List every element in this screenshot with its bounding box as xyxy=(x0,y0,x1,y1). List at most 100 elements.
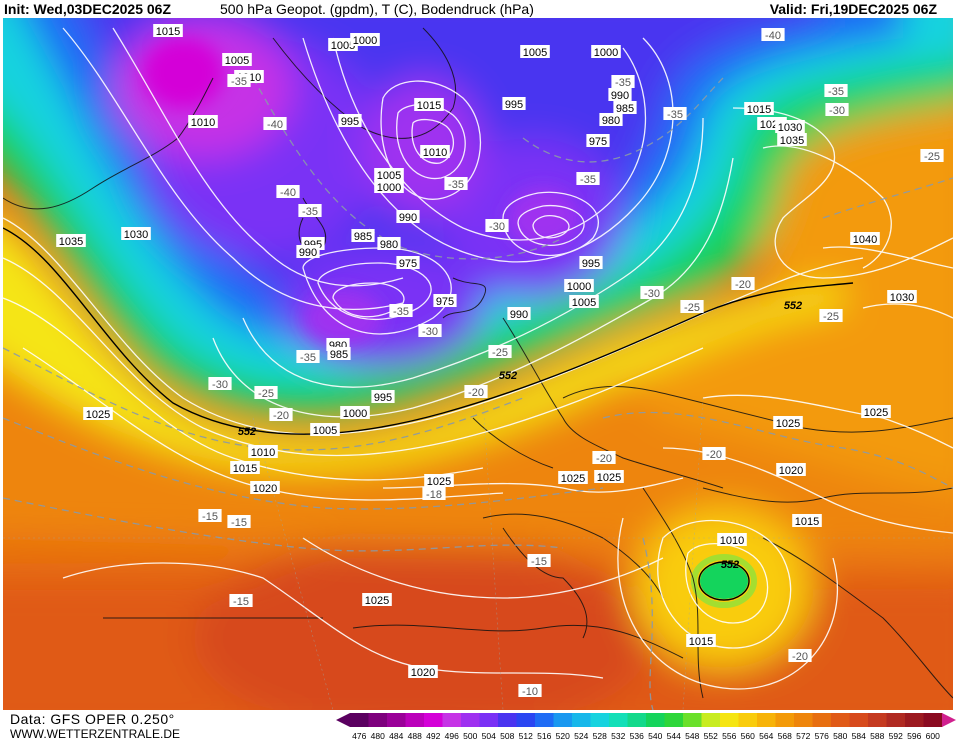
colorbar-swatch xyxy=(350,713,369,727)
isobar-label: 975 xyxy=(396,256,420,270)
isobar-label: 1035 xyxy=(777,133,807,147)
isobar-label-text: 975 xyxy=(436,296,454,308)
isobar-label-text: 1000 xyxy=(377,182,401,194)
geopotential-labels: 552 552 552 552 xyxy=(238,300,802,571)
isobar-label-text: 1030 xyxy=(890,292,914,304)
geopotential-label-text: 552 xyxy=(499,370,517,382)
isobar-label: 1025 xyxy=(594,470,624,484)
temperature-label: -35 xyxy=(824,84,848,98)
colorbar-swatch xyxy=(646,713,665,727)
temperature-label: -30 xyxy=(418,324,442,338)
temperature-label: -35 xyxy=(296,350,320,364)
colorbar-tick-label: 496 xyxy=(445,731,459,741)
header-bar: Init: Wed,03DEC2025 06Z 500 hPa Geopot. … xyxy=(0,0,959,18)
isobar-label-text: 1025 xyxy=(365,595,389,607)
colorbar-min-arrow xyxy=(336,713,350,727)
isobar-label: 990 xyxy=(608,88,632,102)
isobar-label-text: 1030 xyxy=(778,122,802,134)
colorbar-swatch xyxy=(683,713,702,727)
isobar-label: 1005 xyxy=(374,168,404,182)
colorbar-swatch xyxy=(923,713,943,727)
temperature-label-text: -40 xyxy=(765,30,781,42)
colorbar-swatch xyxy=(535,713,554,727)
isobar-label: 1005 xyxy=(310,423,340,437)
isobar-label: 990 xyxy=(396,210,420,224)
temperature-label: -10 xyxy=(518,684,542,698)
isobar-label: 990 xyxy=(507,307,531,321)
colorbar-swatch xyxy=(516,713,536,727)
colorbar-swatch xyxy=(738,713,758,727)
isobar-label: 985 xyxy=(613,101,637,115)
colorbar-swatch xyxy=(794,713,813,727)
isobar-label-text: 1025 xyxy=(776,418,800,430)
isobar-label-text: 1005 xyxy=(331,40,355,52)
isobar-label: 1010 xyxy=(248,445,278,459)
isobar-label: 1025 xyxy=(558,471,588,485)
temperature-label: -20 xyxy=(464,385,488,399)
isobar-label-text: 990 xyxy=(611,90,629,102)
temperature-label: -40 xyxy=(761,28,785,42)
colorbar-tick-label: 484 xyxy=(389,731,403,741)
grid-lines xyxy=(3,397,953,710)
isobar-label-text: 1015 xyxy=(747,104,771,116)
temperature-label: -35 xyxy=(663,107,687,121)
isobar-label: 1015 xyxy=(686,634,716,648)
isobar-label: 1010 xyxy=(188,115,218,129)
temperature-label: -35 xyxy=(444,177,468,191)
temperature-label: -30 xyxy=(208,377,232,391)
colorbar-tick-label: 556 xyxy=(722,731,736,741)
isobar-label-text: 1015 xyxy=(233,463,257,475)
geopotential-label: 552 xyxy=(721,559,739,571)
temperature-label: -40 xyxy=(263,117,287,131)
colorbar-swatch xyxy=(461,713,480,727)
map-title: 500 hPa Geopot. (gpdm), T (C), Bodendruc… xyxy=(220,1,534,17)
geopotential-label: 552 xyxy=(784,300,802,312)
data-source: Data: GFS OPER 0.250° xyxy=(10,711,175,727)
colorbar-tick-label: 600 xyxy=(926,731,940,741)
colorbar-tick-label: 536 xyxy=(630,731,644,741)
temperature-label-text: -40 xyxy=(267,119,283,131)
temperature-label-text: -35 xyxy=(300,352,316,364)
isobar-label: 975 xyxy=(433,294,457,308)
colorbar-tick-label: 528 xyxy=(593,731,607,741)
temperature-label-text: -15 xyxy=(531,556,547,568)
temperature-label-text: -25 xyxy=(492,347,508,359)
isobar-label-text: 1005 xyxy=(523,47,547,59)
isobar-label: 1030 xyxy=(775,120,805,134)
isobar-label: 1020 xyxy=(408,665,438,679)
temperature-label: -20 xyxy=(269,408,293,422)
isobar-label-text: 990 xyxy=(399,212,417,224)
geopotential-field xyxy=(3,18,953,710)
isobar-label: 980 xyxy=(599,113,623,127)
colorbar-max-arrow xyxy=(942,713,956,727)
colorbar-tick-label: 504 xyxy=(482,731,496,741)
colorbar-tick-label: 544 xyxy=(667,731,681,741)
isobar-label-text: 1030 xyxy=(124,229,148,241)
isobar-label-text: 995 xyxy=(582,258,600,270)
isobar-label: 1025 xyxy=(424,474,454,488)
temperature-label-text: -15 xyxy=(233,596,249,608)
isobar-label-text: 1025 xyxy=(597,472,621,484)
colorbar-swatch xyxy=(627,713,647,727)
temperature-label-text: -30 xyxy=(212,379,228,391)
temperature-label: -15 xyxy=(227,515,251,529)
colorbar-swatch xyxy=(368,713,388,727)
temperature-label-text: -20 xyxy=(596,453,612,465)
temperature-label-text: -40 xyxy=(280,187,296,199)
isobar-label-text: 1000 xyxy=(353,35,377,47)
isobar-label: 975 xyxy=(586,134,610,148)
colorbar-swatch xyxy=(572,713,591,727)
isobar-label: 980 xyxy=(377,237,401,251)
valid-time: Valid: Fri,19DEC2025 06Z xyxy=(769,1,937,17)
temperature-label: -20 xyxy=(731,277,755,291)
isobar-label-text: 1025 xyxy=(427,476,451,488)
colorbar-tick-label: 580 xyxy=(833,731,847,741)
colorbar-tick-label: 524 xyxy=(574,731,588,741)
colorbar-swatch xyxy=(424,713,443,727)
colorbar-tick-label: 480 xyxy=(371,731,385,741)
temperature-label: -18 xyxy=(422,487,446,501)
temperature-label-text: -35 xyxy=(580,174,596,186)
isobar-label-text: 1020 xyxy=(411,667,435,679)
temperature-label: -20 xyxy=(592,451,616,465)
isobar-label-text: 985 xyxy=(354,231,372,243)
